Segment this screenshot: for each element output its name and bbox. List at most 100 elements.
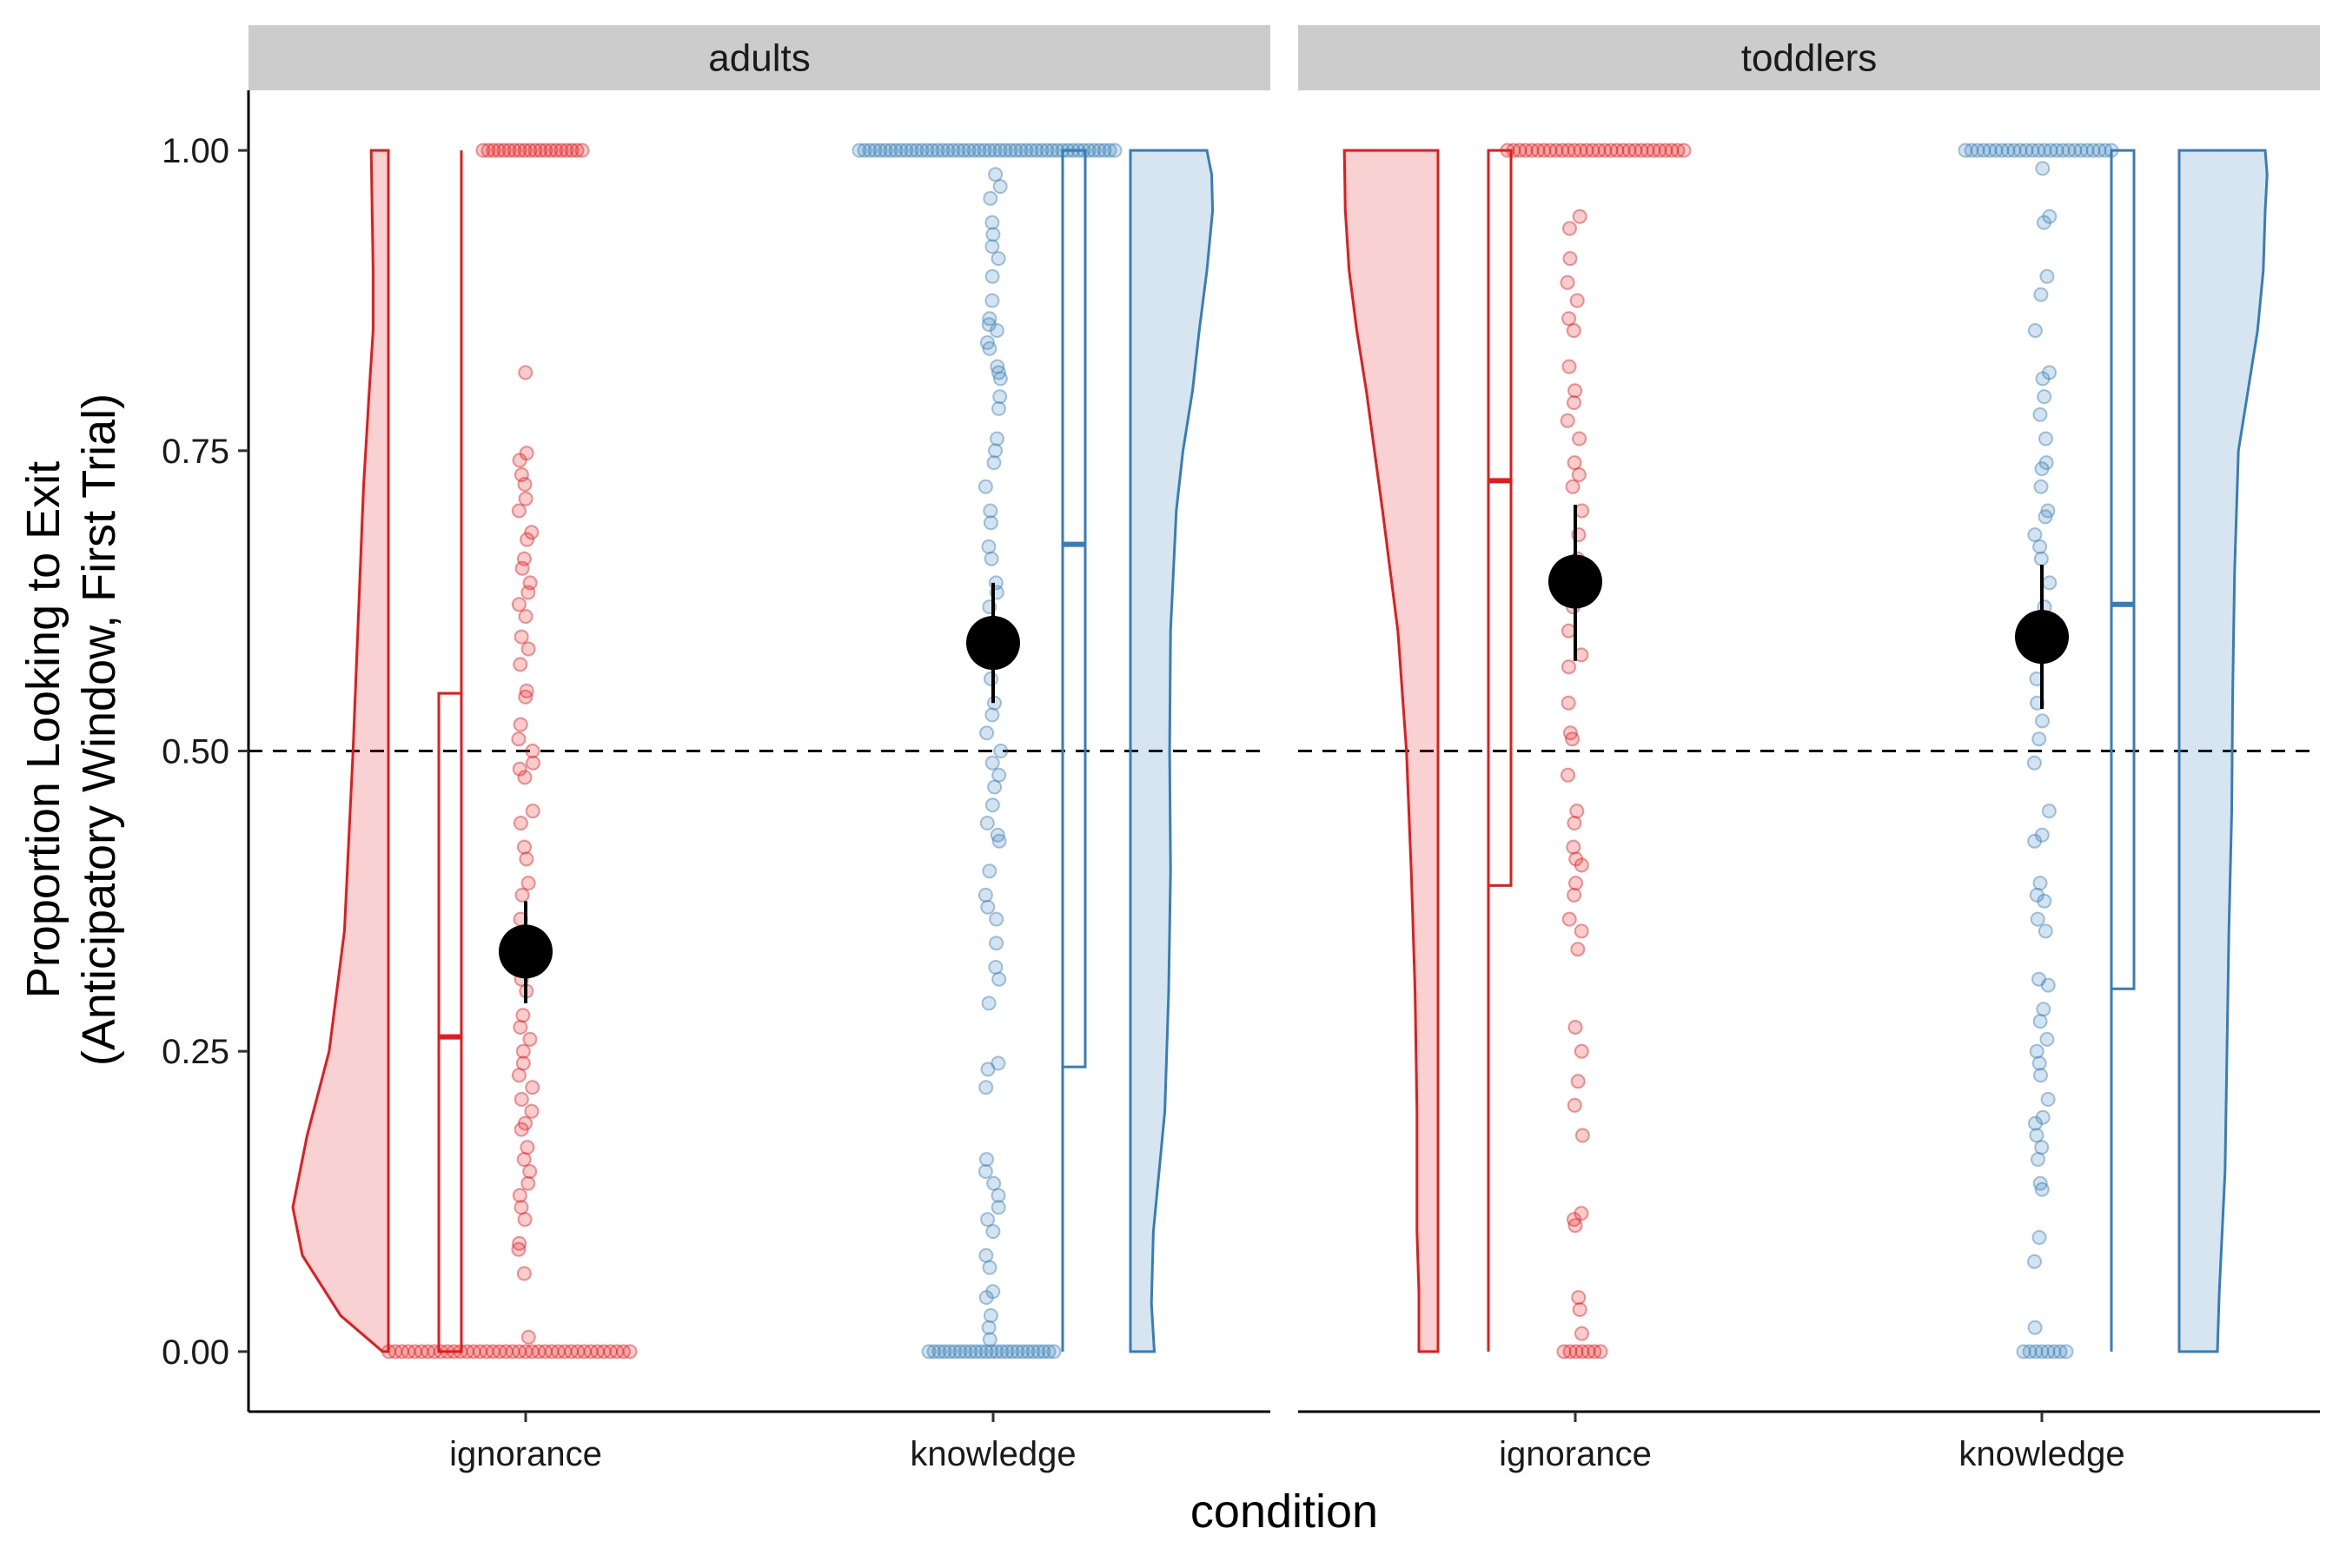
y-tick-label: 0.75 [162, 433, 229, 471]
data-point [514, 887, 530, 903]
data-point [1570, 942, 1586, 957]
data-point [1574, 857, 1589, 873]
data-point [904, 142, 919, 158]
data-point [981, 539, 997, 554]
data-point [1046, 1344, 1062, 1360]
data-point [1548, 142, 1564, 158]
y-tick-label: 1.00 [162, 132, 229, 170]
data-point [515, 1055, 531, 1071]
data-point [978, 1080, 994, 1095]
data-point [553, 142, 569, 158]
data-point [507, 142, 522, 158]
data-point [1591, 142, 1607, 158]
data-point [2028, 1115, 2043, 1131]
data-point [992, 142, 1008, 158]
data-point [583, 1344, 599, 1360]
data-point [520, 1329, 536, 1345]
data-point [590, 1344, 605, 1360]
data-point [2049, 142, 2064, 158]
data-point [2034, 827, 2050, 843]
data-point [919, 142, 935, 158]
data-point [1634, 142, 1649, 158]
data-point [519, 851, 534, 867]
data-point [522, 1031, 538, 1047]
data-point [2038, 509, 2053, 525]
data-point [543, 142, 559, 158]
data-point [1581, 1344, 1596, 1360]
data-point [1015, 1344, 1031, 1360]
data-point [2033, 1068, 2048, 1083]
panel-decor-layer: adults toddlers [249, 25, 2320, 752]
data-point [520, 1175, 536, 1191]
data-point [1512, 142, 1528, 158]
data-point [531, 1344, 547, 1360]
data-point [394, 1344, 409, 1360]
data-point [518, 1344, 533, 1360]
data-point [991, 1055, 1006, 1071]
data-point [492, 1344, 507, 1360]
data-point [2027, 527, 2043, 543]
data-point [1571, 467, 1587, 482]
data-point [1561, 311, 1577, 327]
data-point [985, 1284, 1001, 1300]
data-point [1587, 1344, 1602, 1360]
data-point [982, 863, 997, 879]
data-point [2032, 539, 2048, 554]
data-point [852, 142, 867, 158]
data-point [984, 268, 1000, 284]
data-point [984, 797, 1000, 813]
data-point [1561, 142, 1576, 158]
data-point [991, 251, 1006, 267]
data-point [1025, 1344, 1041, 1360]
data-point [984, 215, 1000, 230]
data-point [980, 899, 996, 915]
data-point [1013, 142, 1029, 158]
data-point [2018, 142, 2034, 158]
data-point [992, 389, 1008, 405]
data-point [520, 532, 535, 547]
data-point [453, 1344, 468, 1360]
data-point [983, 190, 998, 206]
data-point [427, 1344, 442, 1360]
data-point [2104, 142, 2119, 158]
data-point [511, 1241, 527, 1257]
data-point [958, 1344, 973, 1360]
data-point [1102, 142, 1117, 158]
data-point [2058, 1344, 2074, 1360]
data-point [2031, 971, 2046, 987]
data-point [1018, 142, 1034, 158]
data-point [1506, 142, 1521, 158]
data-point [2039, 268, 2055, 284]
data-point [515, 1008, 531, 1023]
data-point [2032, 407, 2048, 422]
data-point [1640, 142, 1655, 158]
data-point [2030, 911, 2045, 927]
data-point [1573, 142, 1588, 158]
data-point [997, 142, 1013, 158]
data-point [1597, 142, 1613, 158]
data-point [2006, 142, 2022, 158]
data-point [2037, 389, 2052, 405]
data-point [516, 1266, 532, 1281]
data-point [1574, 1206, 1589, 1221]
data-point [1560, 413, 1575, 428]
data-point [1556, 1344, 1572, 1360]
data-point [388, 1344, 403, 1360]
data-point [499, 1344, 514, 1360]
data-point [1561, 659, 1576, 675]
data-point [971, 142, 987, 158]
data-point [979, 334, 995, 350]
data-point [622, 1344, 638, 1360]
mean-point-toddlers-knowledge [2015, 610, 2069, 665]
y-tick-label: 0.00 [162, 1333, 229, 1372]
data-point [2031, 1230, 2047, 1245]
data-point [527, 142, 543, 158]
data-point [926, 1344, 942, 1360]
density-toddlers-ignorance [1342, 149, 1440, 1353]
data-point [1039, 142, 1055, 158]
data-point [2027, 1254, 2042, 1269]
data-point [408, 1344, 422, 1360]
data-point [951, 142, 966, 158]
data-point [519, 446, 534, 461]
